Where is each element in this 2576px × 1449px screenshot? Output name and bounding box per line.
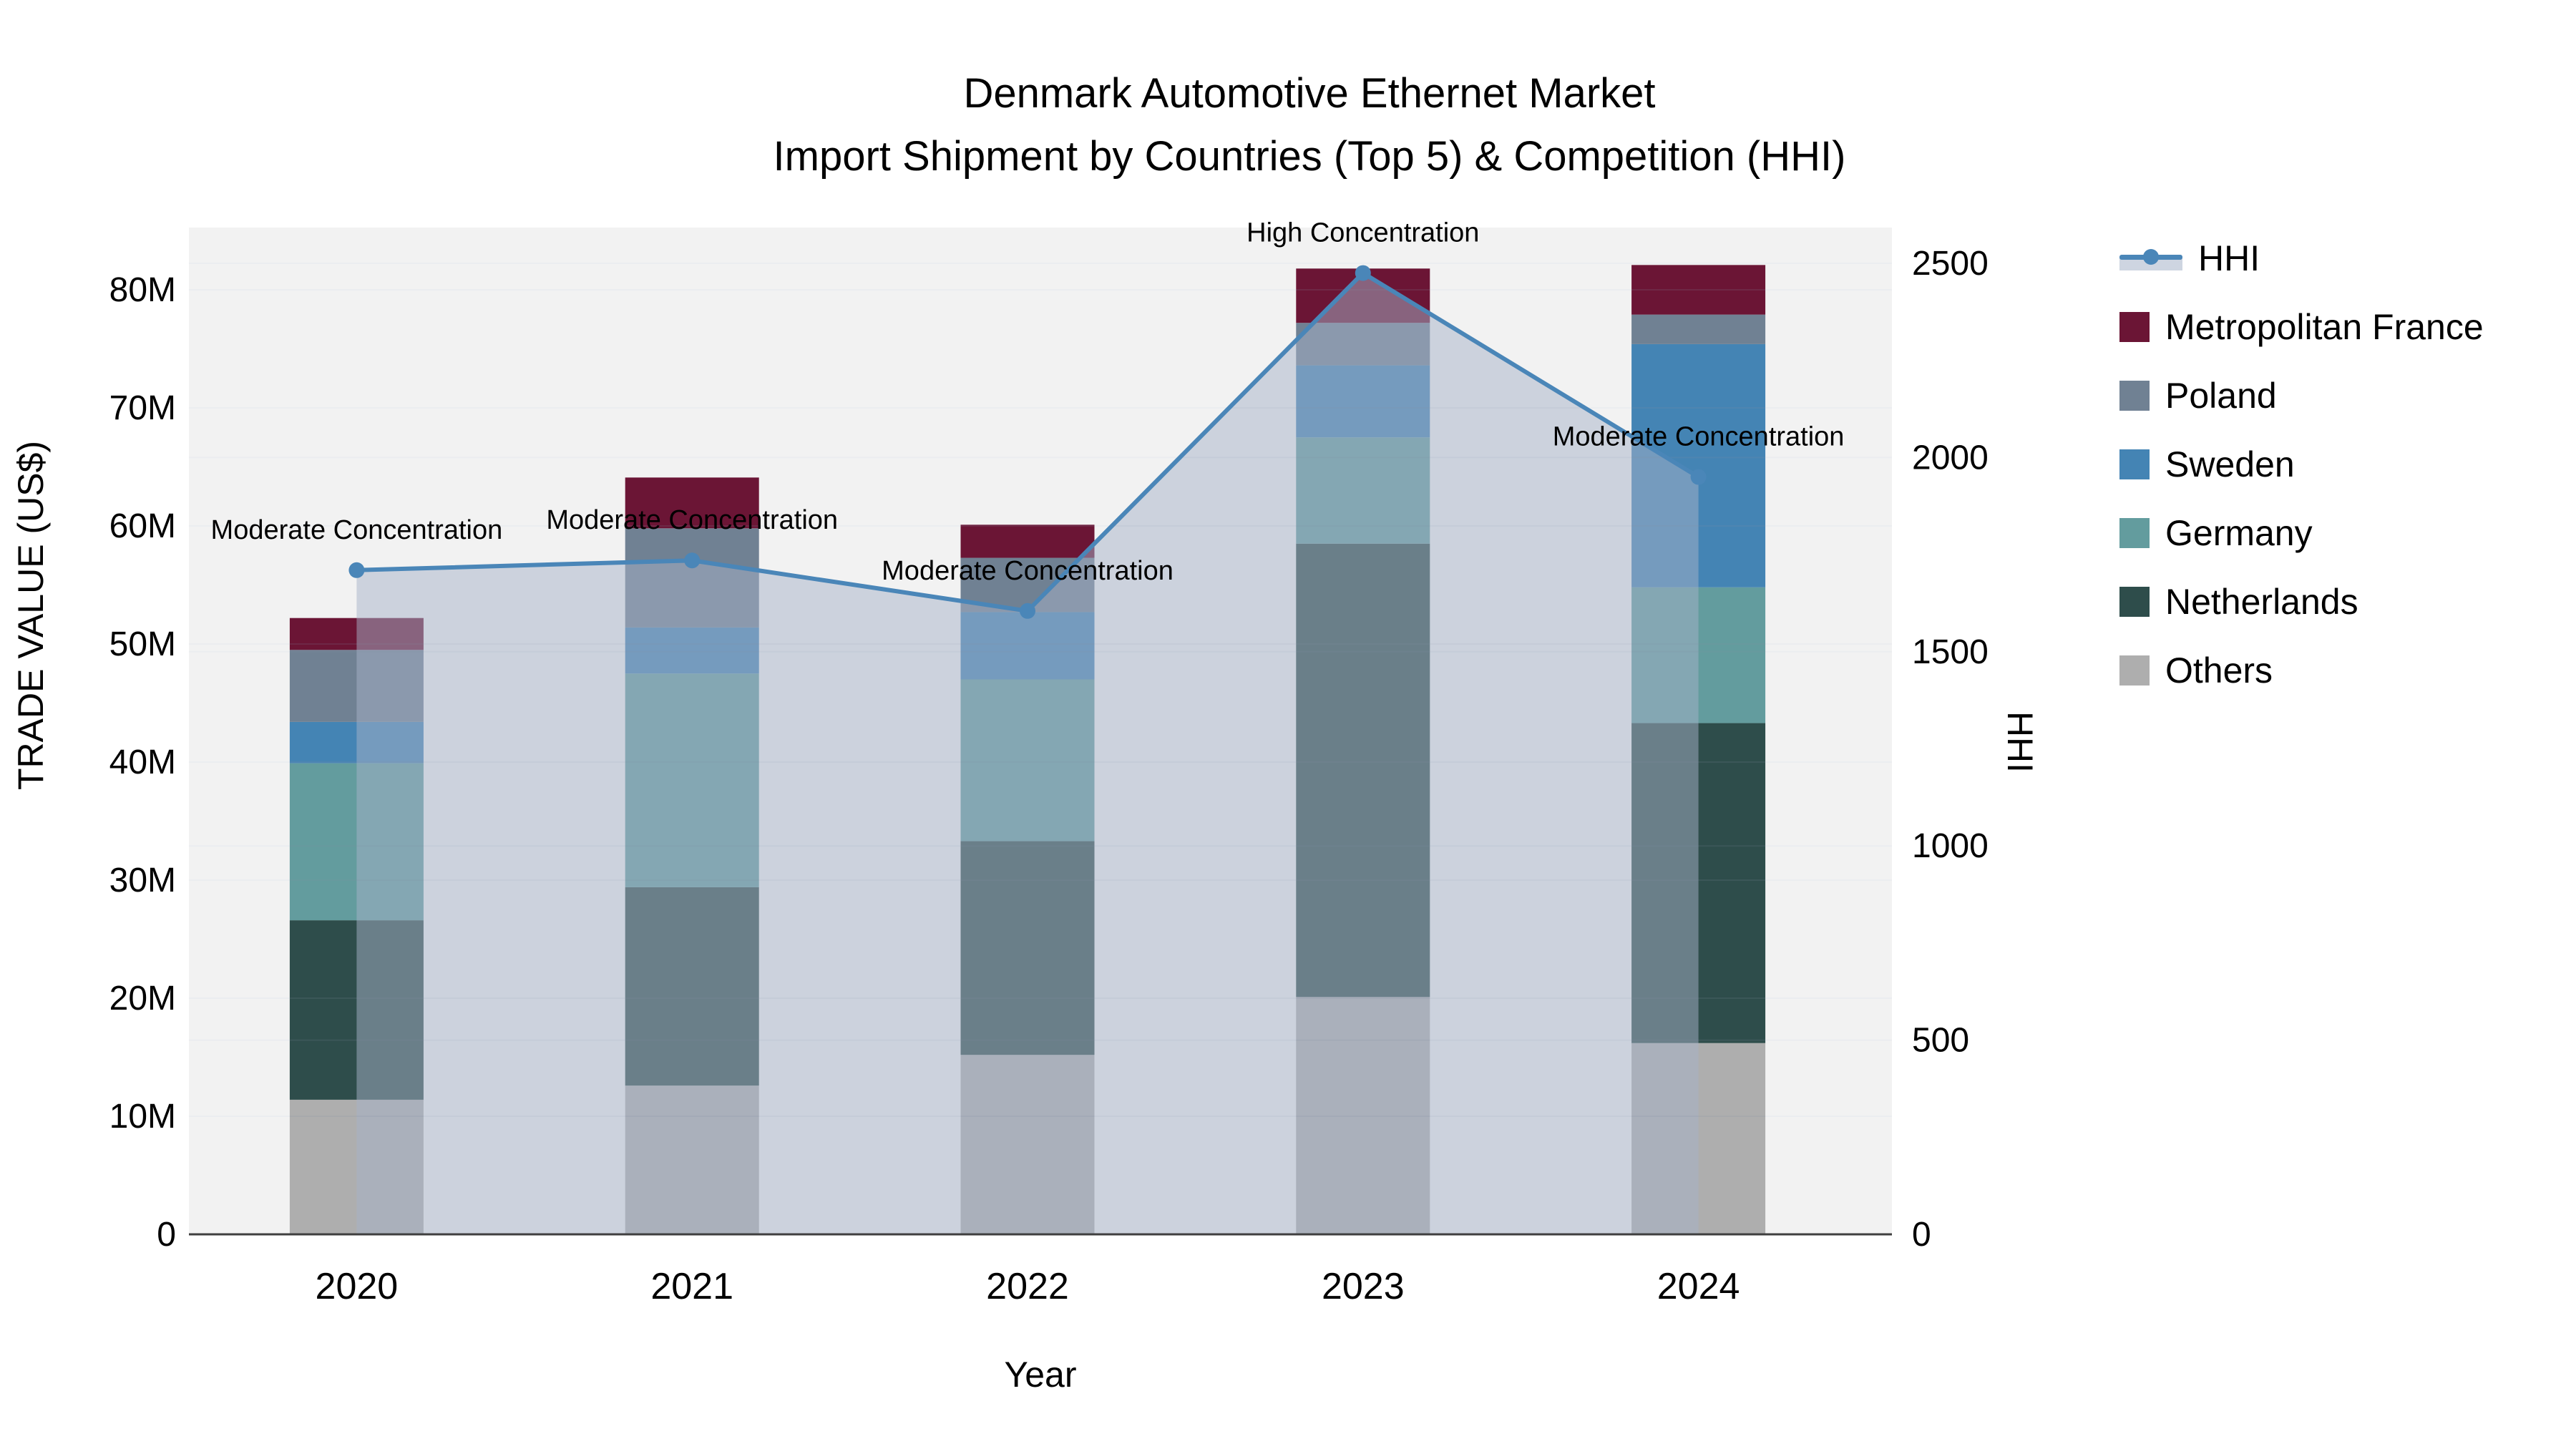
legend-label: Metropolitan France [2165,307,2484,347]
hhi-marker-2024[interactable] [1690,469,1707,485]
hhi-area-fill [356,273,1699,1234]
legend-label: HHI [2198,238,2260,278]
hhi-line-swatch-icon [2119,243,2182,273]
bar-segment-metropolitan-france[interactable] [625,477,759,529]
left-tick-label: 10M [109,1098,176,1136]
x-tick-label-2024: 2024 [1657,1266,1740,1307]
legend-item-metropolitan-france[interactable]: Metropolitan France [2119,305,2484,349]
x-tick-label-2022: 2022 [986,1266,1069,1307]
x-axis-title: Year [1004,1355,1076,1395]
left-tick-label: 70M [109,389,176,427]
left-tick-label: 80M [109,271,176,309]
left-tick-label: 0 [157,1216,176,1254]
annotation-2023: High Concentration [1246,218,1479,248]
x-tick-label-2020: 2020 [316,1266,399,1307]
right-tick-label: 500 [1912,1022,1969,1060]
legend: HHI Metropolitan France Poland Sweden German… [2119,236,2484,693]
legend-item-poland[interactable]: Poland [2119,374,2484,418]
legend-color-swatch [2119,312,2150,342]
bar-segment-metropolitan-france[interactable] [1631,265,1766,315]
legend-item-germany[interactable]: Germany [2119,511,2484,555]
legend-item-hhi[interactable]: HHI [2119,236,2484,280]
hhi-marker-2021[interactable] [684,552,701,569]
bar-segment-poland[interactable] [1631,314,1766,344]
bar-segment-metropolitan-france[interactable] [960,525,1095,558]
right-tick-label: 1500 [1912,633,1989,671]
hhi-marker-2023[interactable] [1355,265,1371,281]
legend-color-swatch [2119,381,2150,411]
legend-color-swatch [2119,449,2150,479]
y-axis-title-left: TRADE VALUE (US$) [11,441,51,790]
left-tick-label: 20M [109,980,176,1018]
legend-item-others[interactable]: Others [2119,648,2484,693]
legend-color-swatch [2119,655,2150,686]
legend-label: Poland [2165,376,2277,416]
legend-color-swatch [2119,587,2150,617]
legend-label: Sweden [2165,444,2295,484]
annotation-2020: Moderate Concentration [211,515,503,545]
right-tick-label: 2500 [1912,245,1989,283]
chart-title-line1: Denmark Automotive Ethernet Market [963,70,1655,117]
x-tick-label-2021: 2021 [650,1266,733,1307]
left-tick-label: 60M [109,507,176,545]
right-tick-label: 2000 [1912,439,1989,477]
legend-item-sweden[interactable]: Sweden [2119,442,2484,487]
legend-label: Germany [2165,513,2313,553]
hhi-marker-2020[interactable] [348,562,365,578]
legend-item-netherlands[interactable]: Netherlands [2119,580,2484,624]
right-tick-label: 0 [1912,1216,1931,1254]
x-tick-label-2023: 2023 [1322,1266,1405,1307]
y-axis-title-right: HHI [2000,711,2040,773]
chart-title-line2: Import Shipment by Countries (Top 5) & C… [774,133,1846,180]
legend-label: Netherlands [2165,582,2358,622]
hhi-marker-2022[interactable] [1020,602,1035,619]
legend-color-swatch [2119,518,2150,548]
left-tick-label: 30M [109,862,176,899]
left-tick-label: 40M [109,743,176,781]
annotation-2022: Moderate Concentration [882,556,1174,586]
legend-label: Others [2165,650,2273,691]
annotation-2024: Moderate Concentration [1553,422,1845,452]
annotation-2021: Moderate Concentration [546,505,838,535]
right-tick-label: 1000 [1912,827,1989,865]
left-tick-label: 50M [109,625,176,663]
